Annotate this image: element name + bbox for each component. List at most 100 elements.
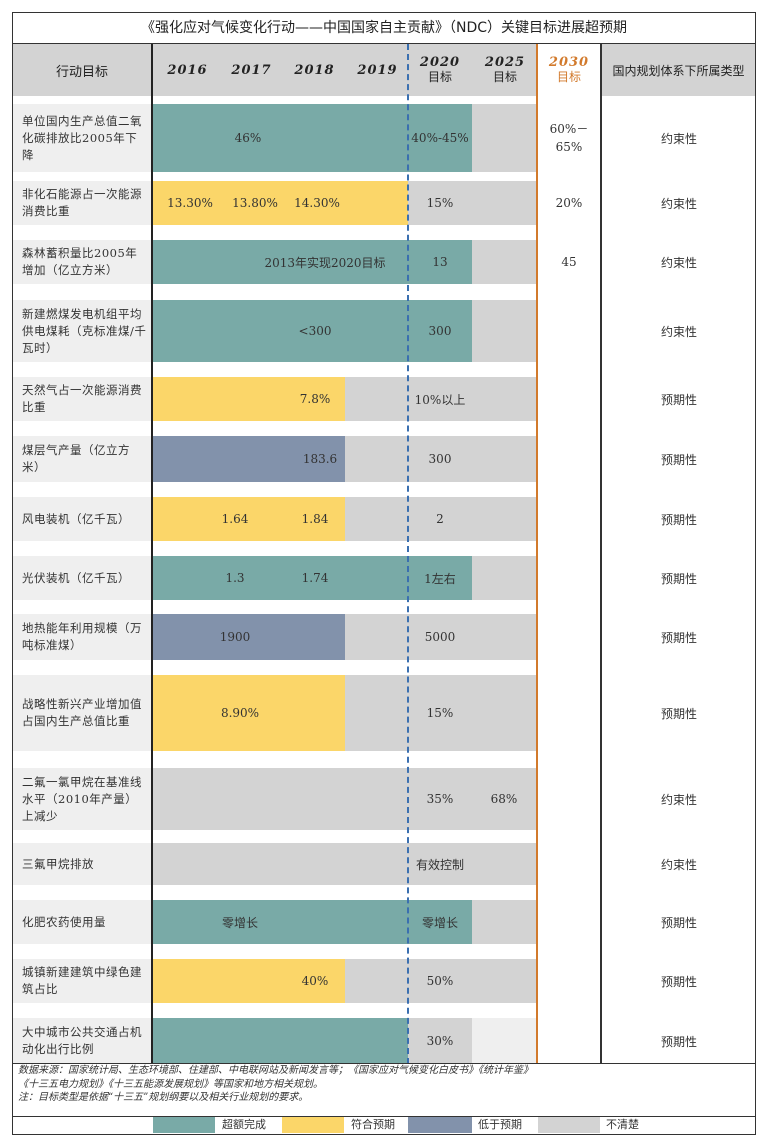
value-2020-target: 15% <box>426 706 454 720</box>
value-2016: 1.3 <box>225 571 245 585</box>
type-cell <box>602 900 755 944</box>
type-value: 预期性 <box>660 974 697 989</box>
value-2020-target: 10%以上 <box>414 392 466 407</box>
row-label: 地热能年利用规模（万吨标准煤） <box>22 621 142 652</box>
type-value: 预期性 <box>660 571 697 586</box>
row-label: 森林蓄积量比2005年增加（亿立方米） <box>22 246 138 277</box>
value-2016: 1.64 <box>221 512 249 526</box>
value-2016-2019: 8.90% <box>220 706 260 720</box>
divider-type-column <box>600 44 602 1064</box>
status-band-meets <box>153 497 345 541</box>
value-2030-target: 45 <box>561 255 577 269</box>
type-value: 约束性 <box>660 196 697 211</box>
divider-2030-left <box>536 44 538 1064</box>
type-cell <box>602 614 755 660</box>
value-2016-2019: <300 <box>298 324 332 338</box>
source-line-2: 《十三五电力规划》《十三五能源发展规划》等国家和地方相关规划。 <box>18 1078 323 1090</box>
status-band-exceeded <box>153 1018 408 1064</box>
divider-2020-dashed <box>407 44 409 1064</box>
legend-swatch-meets <box>282 1117 344 1133</box>
type-cell <box>602 240 755 284</box>
row-label: 单位国内生产总值二氧化碳排放比2005年下降 <box>22 113 142 162</box>
header-year-2016: 2016 <box>167 62 208 78</box>
row-label: 战略性新兴产业增加值占国内生产总值比重 <box>22 697 142 728</box>
target-2030-cell <box>538 900 600 944</box>
source-notes: 数据来源：国家统计局、生态环境部、住建部、中电联网站及新闻发言等；《国家应对气候… <box>18 1064 753 1105</box>
status-band-unclear <box>472 556 536 600</box>
value-2016-2019: 40% <box>301 974 329 988</box>
type-value: 约束性 <box>660 857 697 872</box>
status-band-unclear <box>345 497 536 541</box>
legend-swatch-unclear <box>538 1117 600 1133</box>
row-label: 新建燃煤发电机组平均供电煤耗（克标准煤/千瓦时） <box>22 306 147 355</box>
type-cell <box>602 675 755 751</box>
value-2020-target: 30% <box>426 1034 454 1048</box>
status-band-exceeded <box>153 556 472 600</box>
type-cell <box>602 436 755 482</box>
status-band-meets <box>153 377 345 421</box>
header-year-2019: 2019 <box>357 62 398 78</box>
row-label: 二氟一氯甲烷在基准线水平（2010年产量）上减少 <box>22 774 142 823</box>
header-year-2017: 2017 <box>231 62 272 78</box>
value-2018: 14.30% <box>294 196 340 210</box>
target-2030-cell <box>538 843 600 885</box>
status-band-unclear <box>345 377 536 421</box>
status-band-unclear <box>472 240 536 284</box>
header-target-2020: 2020 目标 <box>408 44 472 96</box>
target-2030-cell <box>538 240 600 284</box>
type-value: 预期性 <box>660 915 697 930</box>
header-type: 国内规划体系下所属类型 <box>612 63 745 78</box>
value-2020-target: 2 <box>436 512 444 526</box>
legend-label-meets: 符合预期 <box>351 1118 395 1131</box>
type-value: 预期性 <box>660 706 697 721</box>
type-value: 预期性 <box>660 1034 697 1049</box>
status-band-exceeded <box>153 240 472 284</box>
source-line-1: 数据来源：国家统计局、生态环境部、住建部、中电联网站及新闻发言等；《国家应对气候… <box>18 1065 533 1076</box>
type-value: 约束性 <box>660 131 697 146</box>
row-label: 风电装机（亿千瓦） <box>22 511 130 526</box>
type-value: 预期性 <box>660 452 697 467</box>
status-band-unclear <box>345 436 408 482</box>
source-line-3: 注：目标类型是依据“十三五”规划纲要以及相关行业规划的要求。 <box>18 1092 309 1103</box>
row-label: 非化石能源占一次能源消费比重 <box>22 187 142 218</box>
divider-footer <box>13 1063 755 1064</box>
value-2030-target: 60%－65% <box>549 122 589 154</box>
target-2030-cell <box>538 104 600 172</box>
header-target-2020-label: 目标 <box>427 70 452 84</box>
value-2020-target: 有效控制 <box>415 857 464 872</box>
type-cell <box>602 768 755 830</box>
status-band-unclear <box>472 900 536 944</box>
header-year-2018: 2018 <box>294 62 335 78</box>
status-band-unclear <box>153 768 536 830</box>
type-value: 约束性 <box>660 255 697 270</box>
type-value: 预期性 <box>660 512 697 527</box>
target-2030-cell <box>538 768 600 830</box>
header-target-2025: 2025 目标 <box>474 44 536 96</box>
status-band-below <box>153 614 345 660</box>
row-label: 光伏装机（亿千瓦） <box>22 570 130 585</box>
status-band-below <box>153 436 345 482</box>
legend-swatch-below <box>408 1117 472 1133</box>
value-2020-target: 1左右 <box>424 571 456 586</box>
status-band-unclear <box>472 436 536 482</box>
value-2020-target: 50% <box>426 974 454 988</box>
row-label: 天然气占一次能源消费比重 <box>22 383 142 414</box>
value-2018: 1.84 <box>301 512 329 526</box>
header-target-2020-year: 2020 <box>419 55 461 70</box>
value-2020-target: 300 <box>428 324 452 338</box>
type-cell <box>602 556 755 600</box>
target-2030-cell <box>538 300 600 362</box>
status-band-unclear <box>472 300 536 362</box>
value-2016-2019: 1900 <box>219 630 251 644</box>
legend-label-exceeded: 超额完成 <box>222 1118 266 1131</box>
status-band-exceeded <box>153 900 472 944</box>
target-2030-cell <box>538 181 600 225</box>
value-2020-target: 35% <box>426 792 454 806</box>
type-cell <box>602 300 755 362</box>
type-cell <box>602 1018 755 1064</box>
value-2017: 13.80% <box>232 196 278 210</box>
header-target-2030-label: 目标 <box>556 70 581 84</box>
value-2016: 13.30% <box>167 196 213 210</box>
divider-legend <box>13 1116 755 1117</box>
header-bg-action <box>13 44 151 96</box>
